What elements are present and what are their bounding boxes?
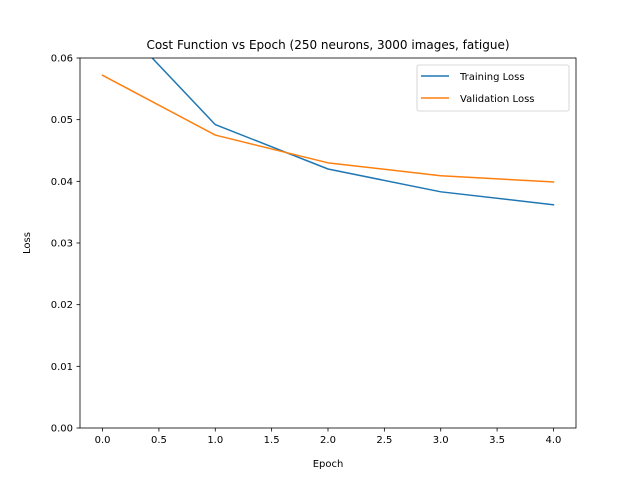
- x-tick-label: 3.5: [489, 435, 505, 446]
- series-line-training-loss: [151, 58, 555, 206]
- x-tick-label: 0.5: [151, 435, 167, 446]
- legend-label-validation-loss: Validation Loss: [460, 94, 535, 105]
- y-tick-label: 0.06: [51, 54, 73, 65]
- series-lines: [101, 58, 555, 206]
- x-tick-label: 1.5: [264, 435, 280, 446]
- legend-box: [416, 64, 570, 112]
- x-tick-label: 2.0: [320, 435, 336, 446]
- y-tick-label: 0.01: [51, 362, 73, 373]
- legend-label-training-loss: Training Loss: [459, 72, 525, 83]
- x-tick-label: 3.0: [433, 435, 449, 446]
- series-line-validation-loss: [101, 74, 555, 183]
- x-tick-label: 2.5: [376, 435, 392, 446]
- x-tick-label: 0.0: [95, 435, 111, 446]
- x-axis-ticks: 0.0 0.5 1.0 1.5 2.0 2.5 3.0 3.5 4.0: [95, 428, 562, 446]
- y-axis-ticks: 0.00 0.01 0.02 0.03 0.04 0.05 0.06: [51, 54, 80, 435]
- y-tick-label: 0.03: [51, 239, 73, 250]
- y-tick-label: 0.02: [51, 300, 73, 311]
- legend: Training Loss Validation Loss: [416, 64, 570, 112]
- x-tick-label: 4.0: [546, 435, 562, 446]
- y-tick-label: 0.05: [51, 115, 73, 126]
- y-tick-label: 0.00: [51, 424, 73, 435]
- x-axis-label: Epoch: [313, 459, 344, 470]
- y-axis-label: Loss: [22, 232, 33, 254]
- y-tick-label: 0.04: [51, 177, 73, 188]
- x-tick-label: 1.0: [207, 435, 223, 446]
- chart-title: Cost Function vs Epoch (250 neurons, 300…: [146, 38, 509, 52]
- plot-area: [80, 58, 576, 428]
